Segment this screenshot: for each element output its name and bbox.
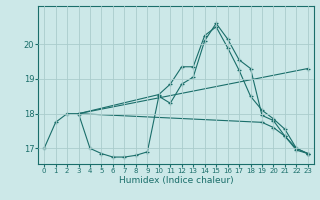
X-axis label: Humidex (Indice chaleur): Humidex (Indice chaleur) <box>119 176 233 185</box>
